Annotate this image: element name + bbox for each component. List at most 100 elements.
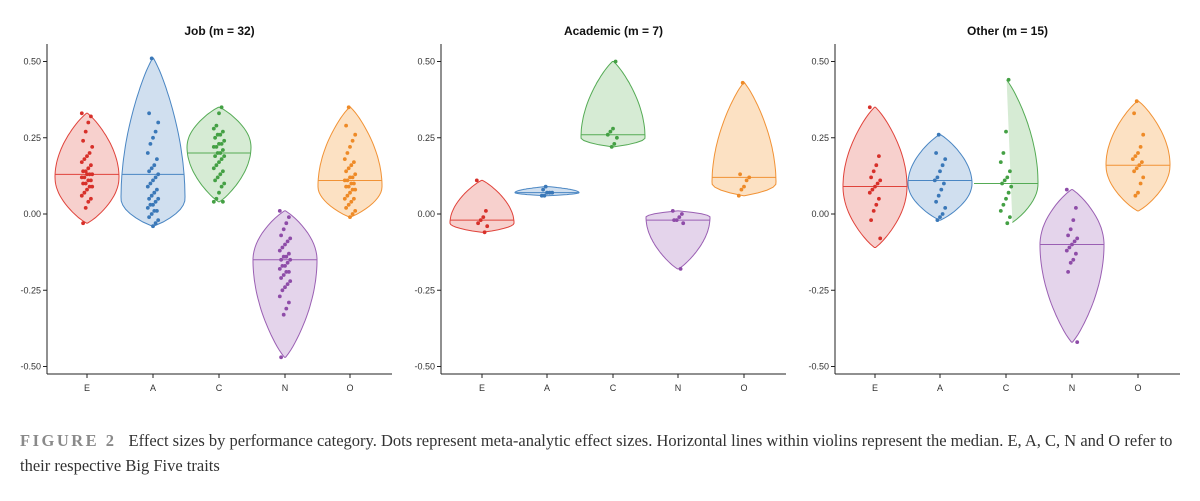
panel-2: Academic (m = 7) 0.50 0.25 0.00 -0.25 -0.50 E A… [414, 24, 786, 393]
panel-title: Other (m = 15) [967, 24, 1048, 38]
data-point [742, 184, 746, 189]
data-point [1074, 206, 1078, 210]
data-point [86, 199, 91, 204]
data-point [285, 260, 290, 265]
violin-O [317, 105, 383, 220]
data-point [81, 181, 85, 186]
data-point [288, 236, 293, 241]
panel-title: Job (m = 32) [184, 24, 254, 38]
violin-body [645, 210, 711, 270]
data-point [605, 132, 610, 137]
data-point [615, 135, 619, 140]
data-point [342, 178, 347, 183]
x-tick-label: C [216, 383, 223, 393]
data-point [147, 111, 152, 116]
data-point [344, 206, 348, 210]
data-point [1066, 270, 1070, 274]
data-point [612, 142, 617, 146]
data-point [284, 254, 289, 259]
data-point [550, 190, 555, 195]
data-point [1134, 99, 1139, 104]
data-point [353, 209, 358, 213]
data-point [215, 151, 220, 155]
data-point [344, 169, 348, 174]
data-point [283, 285, 287, 290]
data-point [89, 178, 93, 183]
data-point [211, 166, 216, 171]
data-point [79, 111, 84, 116]
data-point [81, 169, 85, 174]
data-point [878, 178, 883, 183]
data-point [482, 230, 487, 235]
data-point [874, 163, 879, 168]
data-point [145, 206, 150, 210]
data-point [277, 294, 282, 299]
data-point [611, 126, 615, 131]
data-point [149, 193, 154, 198]
data-point [287, 251, 291, 256]
data-point [877, 154, 881, 159]
violin-A [120, 56, 186, 229]
data-point [217, 160, 221, 165]
data-point [219, 142, 224, 146]
data-point [86, 166, 91, 171]
data-point [281, 227, 286, 232]
data-point [935, 175, 940, 180]
data-point [345, 151, 350, 155]
data-point [353, 172, 358, 177]
data-point [936, 193, 941, 198]
data-point [277, 267, 282, 271]
data-point [211, 126, 216, 131]
x-tick-label: N [282, 383, 289, 393]
panel-title: Academic (m = 7) [564, 24, 663, 38]
data-point [352, 160, 356, 165]
data-point [350, 175, 355, 180]
data-point [350, 212, 355, 216]
data-point [476, 221, 480, 226]
figure-area: Job (m = 32) 0.50 0.25 0.00 -0.25 -0.50 E A C N O A… [20, 24, 1180, 393]
y-tick-label: 0.25 [417, 133, 435, 143]
data-point [1075, 340, 1080, 344]
data-point [1136, 151, 1140, 155]
data-point [608, 129, 613, 134]
y-tick-label: 0.00 [23, 209, 41, 219]
data-point [218, 172, 223, 177]
data-point [998, 160, 1003, 165]
y-tick-label: 0.50 [811, 57, 829, 67]
violin-body [120, 57, 186, 227]
data-point [85, 172, 89, 177]
data-point [474, 178, 479, 183]
data-point [85, 154, 89, 159]
data-point [1137, 163, 1142, 168]
data-point [288, 279, 293, 283]
data-point [1138, 181, 1143, 186]
data-point [213, 135, 218, 140]
violin-body [449, 179, 515, 233]
data-point [346, 184, 351, 189]
data-point [940, 212, 945, 216]
data-point [1138, 145, 1143, 149]
data-point [1001, 151, 1006, 155]
data-point [349, 181, 354, 186]
violin-N [1039, 187, 1105, 344]
data-point [1068, 260, 1073, 265]
y-tick-label: 0.50 [23, 57, 41, 67]
data-point [145, 184, 150, 189]
data-point [1066, 233, 1070, 238]
violin-body [1039, 189, 1105, 343]
panel-3: Other (m = 15) 0.50 0.25 0.00 -0.25 -0.50 E A C N… [808, 24, 1180, 393]
caption-text: Effect sizes by performance category. Do… [20, 431, 1173, 475]
data-point [82, 190, 87, 195]
data-point [147, 215, 152, 220]
data-point [543, 184, 548, 189]
data-point [353, 187, 358, 192]
data-point [1064, 248, 1069, 253]
data-point [877, 196, 881, 201]
violin-A [514, 184, 580, 198]
data-point [79, 160, 84, 165]
data-point [287, 300, 291, 305]
data-point [215, 175, 220, 180]
data-point [89, 163, 93, 168]
violin-E [54, 111, 120, 226]
data-point [218, 151, 223, 155]
